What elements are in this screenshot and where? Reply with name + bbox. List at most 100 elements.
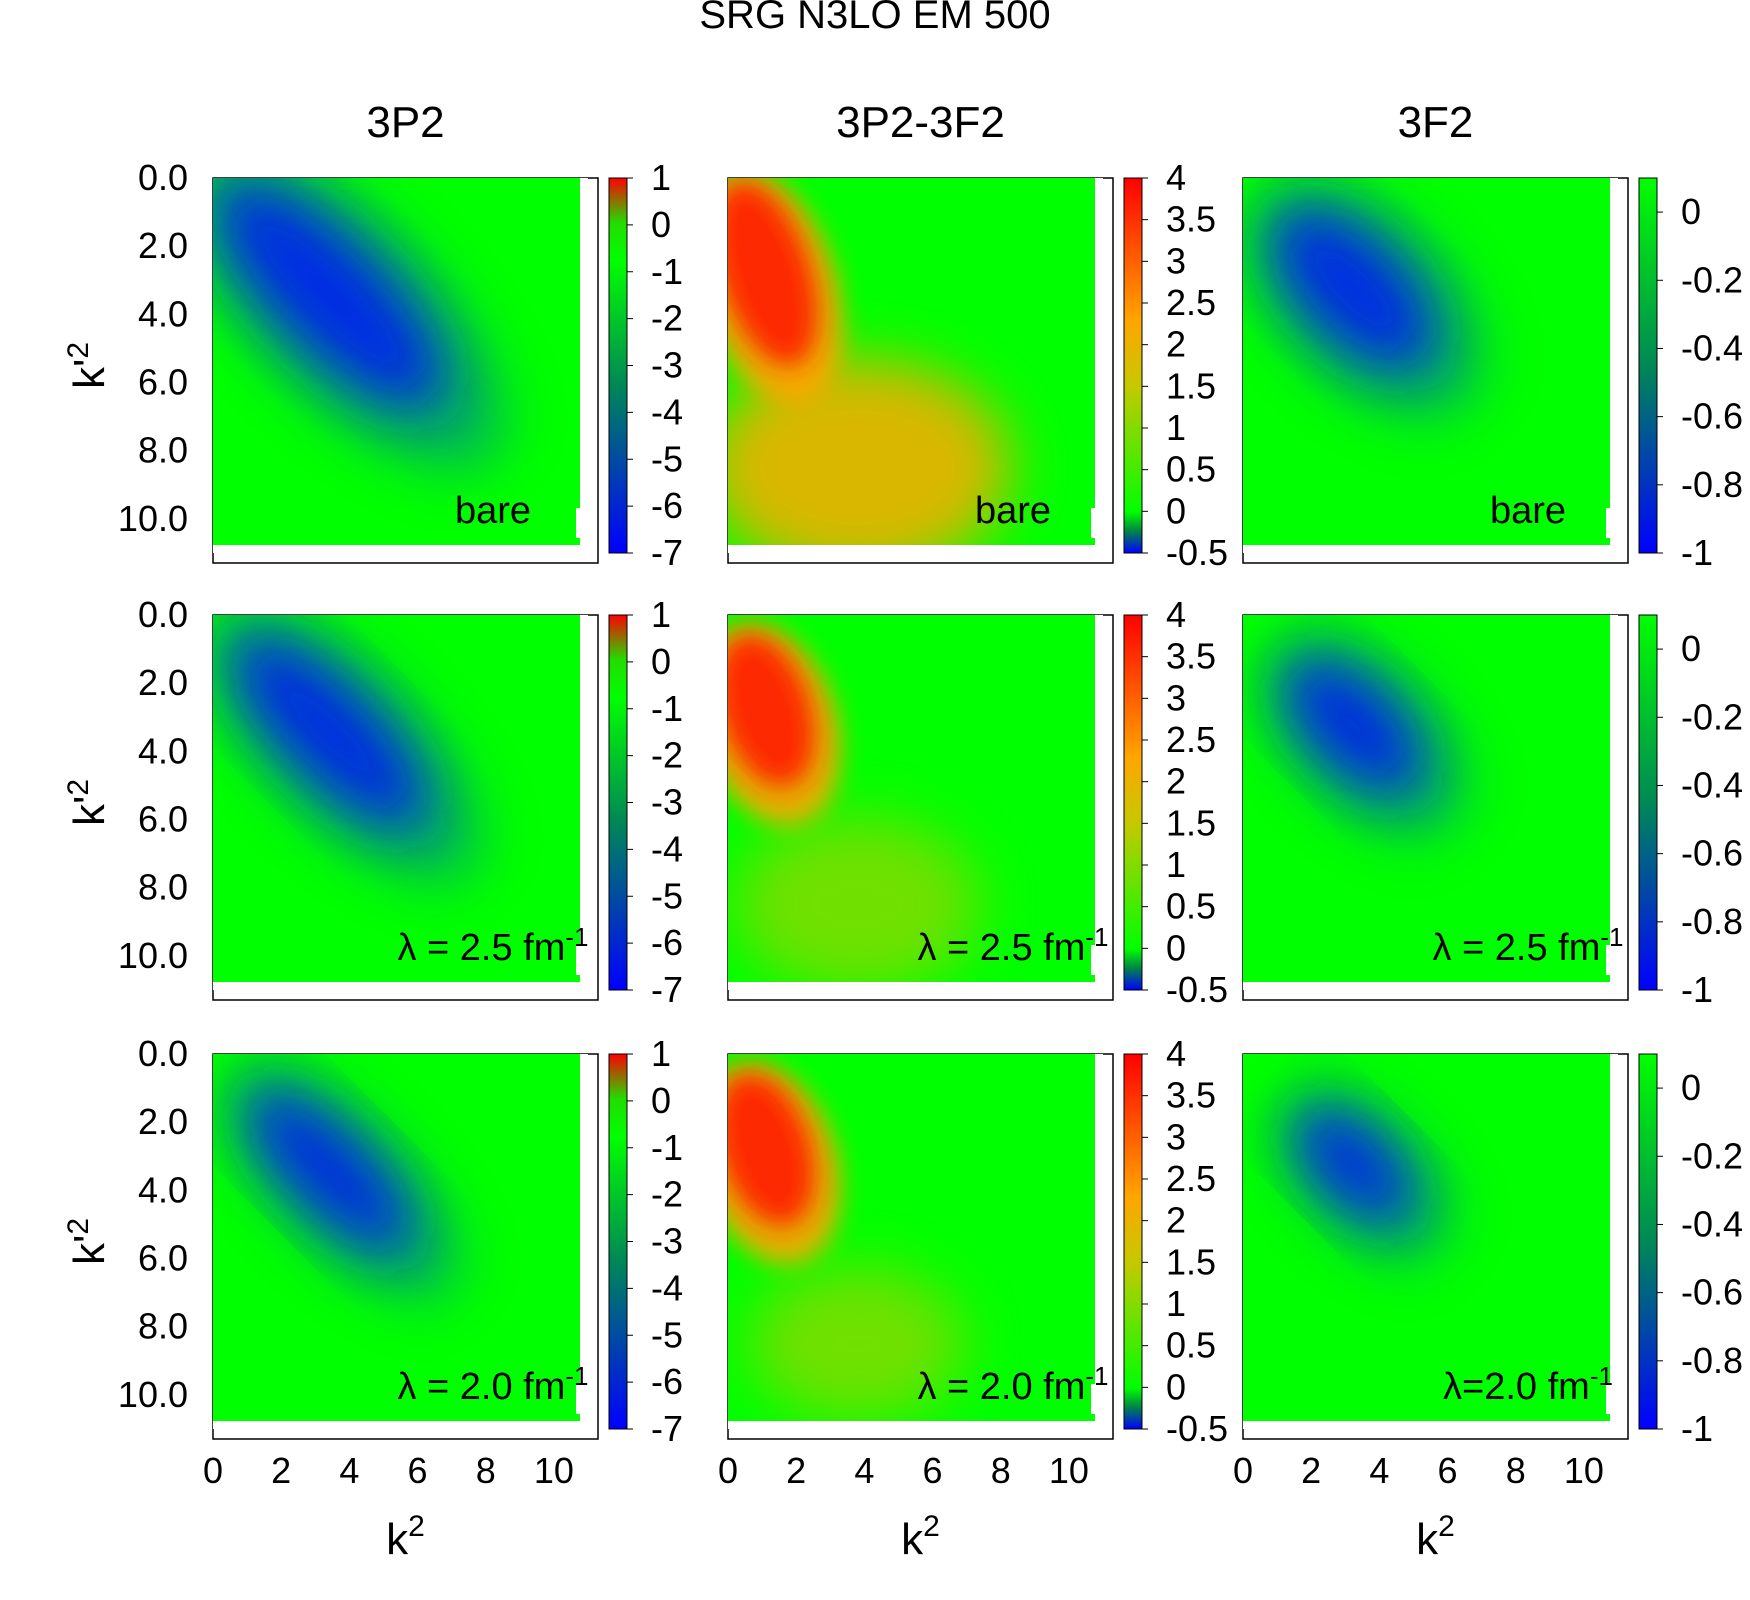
- colorbar: [1123, 614, 1143, 991]
- x-tick-label: 0: [203, 1450, 223, 1491]
- heatmap-2-1: [1243, 615, 1618, 990]
- secondary-lobe: [750, 1267, 965, 1421]
- colorbar-tick-label: 2.5: [1166, 282, 1216, 323]
- colorbar-tick-label: -0.5: [1166, 1408, 1228, 1449]
- colorbar-tick-label: 0: [1166, 927, 1186, 968]
- edge-notch: [576, 1384, 586, 1414]
- edge-gap: [1610, 178, 1618, 553]
- x-tick-label: 2: [1301, 1450, 1321, 1491]
- colorbar-tick-label: -0.6: [1681, 833, 1743, 874]
- edge-gap: [213, 982, 588, 990]
- colorbar-tick-label: 3: [1166, 240, 1186, 281]
- edge-notch: [1606, 1384, 1616, 1414]
- colorbar-tick-label: -2: [651, 735, 683, 776]
- colorbar-tick-label: -2: [651, 1174, 683, 1215]
- trough-core: [232, 634, 427, 829]
- y-tick-label: 0.0: [138, 594, 188, 635]
- colorbar-tick-label: -0.4: [1681, 327, 1743, 368]
- colorbar-tick-label: -6: [651, 485, 683, 526]
- edge-gap: [1243, 1421, 1618, 1429]
- colorbar-tick-label: 1: [1166, 844, 1186, 885]
- edge-notch: [1091, 508, 1101, 538]
- colorbar-tick-label: 3.5: [1166, 636, 1216, 677]
- x-axis-label: k2: [901, 1510, 940, 1564]
- colorbar-tick-label: 1: [651, 157, 671, 198]
- lobe-core: [728, 1073, 815, 1226]
- x-axis-label: k2: [386, 1510, 425, 1564]
- y-tick-label: 4.0: [138, 293, 188, 334]
- colorbar-tick-label: -5: [651, 438, 683, 479]
- colorbar-tick-label: 2: [1166, 324, 1186, 365]
- heatmap-1-0: [728, 178, 1103, 553]
- edge-gap: [728, 545, 1103, 553]
- y-tick-label: 4.0: [138, 1169, 188, 1210]
- colorbar-tick-label: 0.5: [1166, 449, 1216, 490]
- trough-core: [247, 1088, 412, 1253]
- panel-label: bare: [455, 490, 531, 532]
- colorbar-tick-label: 0: [1681, 191, 1701, 232]
- colorbar-tick-label: 3: [1166, 1116, 1186, 1157]
- edge-notch: [576, 945, 586, 975]
- colorbar-tick-label: -0.2: [1681, 259, 1743, 300]
- panel-label: λ = 2.0 fm-1: [917, 1361, 1108, 1408]
- y-tick-label: 8.0: [138, 430, 188, 471]
- colorbar-tick-label: -5: [651, 1314, 683, 1355]
- y-tick-label: 6.0: [138, 799, 188, 840]
- colorbar-tick-label: 1.5: [1166, 802, 1216, 843]
- edge-gap: [580, 615, 588, 990]
- panel-label: λ = 2.5 fm-1: [1432, 922, 1623, 969]
- colorbar-tick-label: 3.5: [1166, 1075, 1216, 1116]
- colorbar: [1638, 614, 1658, 991]
- x-tick-label: 4: [339, 1450, 359, 1491]
- colorbar-tick-label: 0: [1166, 490, 1186, 531]
- secondary-lobe: [728, 358, 1011, 553]
- colorbar-tick-label: 0: [1166, 1366, 1186, 1407]
- y-tick-label: 2.0: [138, 225, 188, 266]
- y-tick-label: 2.0: [138, 662, 188, 703]
- column-header: 3P2: [366, 98, 444, 147]
- colorbar: [608, 614, 628, 991]
- edge-gap: [213, 545, 588, 553]
- colorbar-tick-label: -0.4: [1681, 1203, 1743, 1244]
- colorbar-tick-label: -1: [651, 251, 683, 292]
- colorbar: [1123, 1053, 1143, 1430]
- lobe-core: [728, 181, 817, 366]
- colorbar-tick-label: -2: [651, 298, 683, 339]
- heatmap-1-2: [728, 1054, 1103, 1429]
- y-tick-label: 6.0: [138, 1238, 188, 1279]
- colorbar-tick-label: 2.5: [1166, 719, 1216, 760]
- x-tick-label: 4: [854, 1450, 874, 1491]
- colorbar-tick-label: -0.8: [1681, 464, 1743, 505]
- y-tick-label: 10.0: [118, 498, 188, 539]
- x-tick-label: 8: [991, 1450, 1011, 1491]
- colorbar: [1638, 1053, 1658, 1430]
- colorbar: [1638, 177, 1658, 554]
- colorbar-tick-label: 1.5: [1166, 1241, 1216, 1282]
- colorbar-tick-label: 1: [651, 594, 671, 635]
- colorbar-tick-label: -7: [651, 969, 683, 1010]
- y-tick-label: 4.0: [138, 730, 188, 771]
- colorbar-tick-label: -0.6: [1681, 1272, 1743, 1313]
- panel-label: λ = 2.5 fm-1: [397, 922, 588, 969]
- colorbar-tick-label: 0: [651, 1080, 671, 1121]
- edge-notch: [1091, 1384, 1101, 1414]
- colorbar-tick-label: -3: [651, 782, 683, 823]
- colorbar-tick-label: -1: [1681, 1408, 1713, 1449]
- x-tick-label: 0: [718, 1450, 738, 1491]
- colorbar-tick-label: -7: [651, 1408, 683, 1449]
- x-tick-label: 8: [476, 1450, 496, 1491]
- colorbar-tick-label: -4: [651, 391, 683, 432]
- y-tick-label: 2.0: [138, 1101, 188, 1142]
- colorbar-tick-label: 4: [1166, 1033, 1186, 1074]
- y-axis-label: k'2: [62, 779, 114, 826]
- x-axis-label: k2: [1416, 1510, 1455, 1564]
- colorbar-tick-label: -1: [651, 1127, 683, 1168]
- colorbar-tick-label: -5: [651, 875, 683, 916]
- y-tick-label: 8.0: [138, 1306, 188, 1347]
- colorbar-tick-label: -1: [1681, 532, 1713, 573]
- colorbar: [1123, 177, 1143, 554]
- edge-gap: [1243, 982, 1618, 990]
- colorbar-tick-label: 0.5: [1166, 1325, 1216, 1366]
- edge-gap: [728, 1421, 1103, 1429]
- colorbar-tick-label: 1: [1166, 1283, 1186, 1324]
